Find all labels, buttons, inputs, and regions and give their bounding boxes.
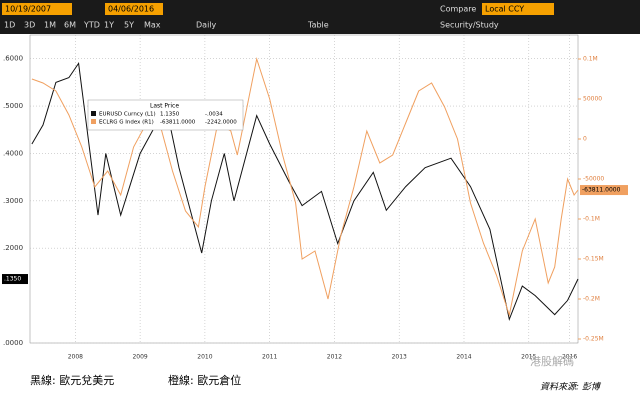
y2-tick-label: -0.2M (583, 296, 600, 303)
y-tick-label: .3000 (3, 197, 23, 205)
period-button[interactable]: 1M (44, 21, 56, 30)
period-button[interactable]: 6M (64, 21, 76, 30)
period-button[interactable]: 5Y (124, 21, 134, 30)
legend (87, 99, 244, 131)
y-tick-label: .5000 (3, 102, 23, 110)
x-tick-label: 2016 (562, 354, 577, 361)
y2-tick-label: 0.1M (583, 56, 598, 63)
legend-entries: EURUSD Curncy (L1) 1.1350 -.0034 ECLRG G In… (91, 111, 237, 126)
start-date-box[interactable] (2, 3, 72, 15)
source: 資料來源: 彭博 (540, 382, 602, 393)
y-tick-label: .4000 (3, 149, 23, 157)
period-button[interactable]: 1Y (104, 21, 114, 30)
series-line (31, 57, 579, 317)
y2-tick-label: 0 (583, 136, 587, 143)
legend-title: Last Price (150, 103, 179, 110)
caption-orange: 橙線: 歐元倉位 (168, 373, 241, 387)
series-line (31, 62, 579, 322)
currency-box[interactable] (482, 3, 554, 15)
x-tick-label: 2015 (521, 354, 536, 361)
y2-tick-label: -0.1M (583, 216, 600, 223)
legend-change: -2242.0000 (205, 120, 237, 126)
period-button[interactable]: Max (144, 21, 161, 30)
x-tick-label: 2009 (132, 354, 147, 361)
x-tick-label: 2011 (262, 354, 277, 361)
x-tick-label: 2013 (392, 354, 407, 361)
start-date: 10/19/2007 (5, 5, 51, 14)
period-button[interactable]: YTD (83, 21, 100, 30)
current-value-label: -63811.0000 (582, 187, 621, 194)
watermark: 港股解碼 (530, 354, 574, 368)
legend-name: EURUSD Curncy (L1) (99, 112, 156, 118)
legend-name: ECLRG G Index (R1) (99, 120, 154, 126)
plot-area (29, 34, 579, 344)
legend-swatch (91, 111, 96, 116)
legend-last: -63811.0000 (160, 120, 196, 126)
x-tick-label: 2008 (68, 354, 83, 361)
study-button[interactable]: Security/Study (440, 21, 499, 30)
y2-tick-label: -0.15M (583, 256, 604, 263)
period-button[interactable]: 1D (4, 21, 15, 30)
y2-tick-label: -50000 (583, 176, 604, 183)
frequency[interactable]: Daily (196, 21, 217, 30)
caption-black: 黑線: 歐元兌美元 (30, 373, 114, 387)
legend-last: 1.1350 (160, 112, 180, 118)
x-tick-label: 2010 (197, 354, 212, 361)
legend-change: -.0034 (205, 112, 223, 118)
current-value-box (580, 185, 628, 196)
y-tick-label: .0000 (3, 339, 23, 347)
y-tick-label: .6000 (3, 55, 23, 63)
x-tick-label: 2012 (327, 354, 342, 361)
legend-swatch (91, 119, 96, 124)
period-button[interactable]: 3D (24, 21, 35, 30)
current-value-box (2, 274, 28, 285)
y2-tick-label: 50000 (583, 96, 602, 103)
current-value-label: .1350 (4, 276, 21, 283)
currency: Local CCY (485, 5, 524, 14)
periods: 1D 3D 1M 6M YTD 1Y 5Y Max (4, 21, 161, 30)
plot: .0000 .2000 .3000 .4000 .5000 .6000 0.1M 50000 0… (2, 35, 628, 361)
end-date: 04/06/2016 (108, 5, 154, 14)
compare[interactable]: Compare (440, 5, 476, 14)
x-tick-label: 2014 (456, 354, 471, 361)
table-button[interactable]: Table (307, 21, 329, 30)
y-tick-label: .2000 (3, 244, 23, 252)
y2-tick-label: -0.25M (583, 336, 604, 343)
end-date-box[interactable] (105, 3, 163, 15)
